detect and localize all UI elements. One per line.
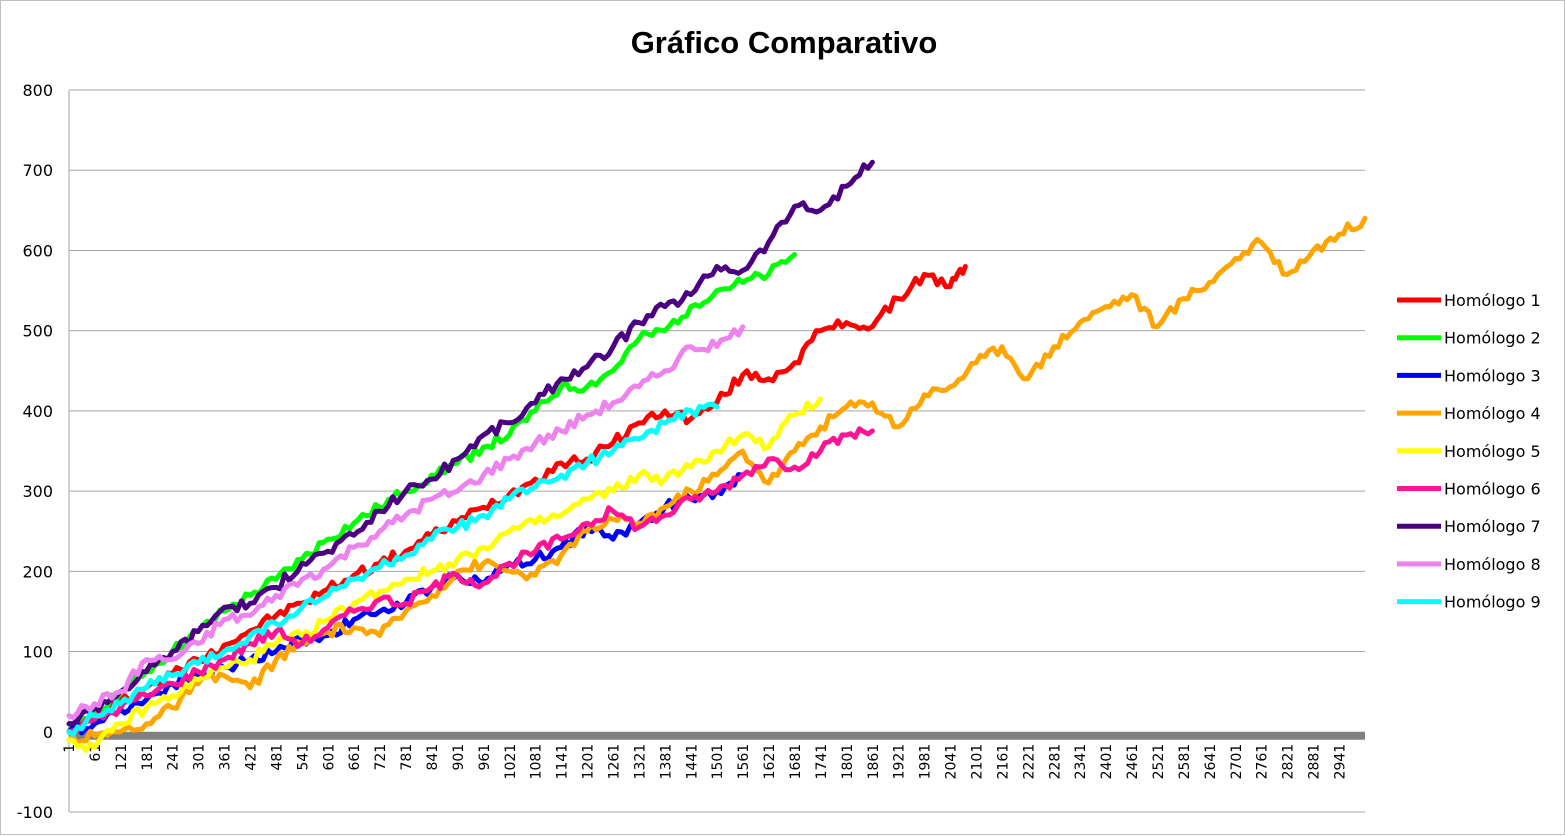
x-tick-label: 2341	[1073, 744, 1089, 780]
chart-title: Gráfico Comparativo	[631, 25, 938, 60]
x-tick-label: 1441	[684, 744, 700, 780]
x-tick-label: 2401	[1099, 744, 1115, 780]
x-tick-label: 1021	[503, 744, 519, 780]
legend-label-9: Homólogo 9	[1444, 593, 1541, 612]
legend-label-8: Homólogo 8	[1444, 555, 1541, 574]
x-tick-label: 2581	[1177, 744, 1193, 780]
x-tick-label: 841	[425, 744, 441, 771]
legend: Homólogo 1 Homólogo 2 Homólogo 3 Homólogo 4…	[1397, 291, 1541, 612]
x-tick-label: 361	[218, 744, 234, 771]
x-tick-label: 2281	[1047, 744, 1063, 780]
legend-label-7: Homólogo 7	[1444, 517, 1541, 536]
y-tick-label: 200	[22, 562, 53, 581]
y-tick-label: 700	[22, 161, 53, 180]
y-tick-label: 600	[22, 241, 53, 260]
x-tick-label: 901	[451, 744, 467, 771]
x-tick-label: 181	[140, 744, 156, 771]
series-line-6	[66, 426, 875, 735]
legend-label-5: Homólogo 5	[1444, 442, 1541, 461]
series-line-9	[66, 401, 720, 737]
x-tick-label: 1081	[529, 744, 545, 780]
x-tick-label: 2881	[1307, 744, 1323, 780]
series-line-4	[66, 215, 1368, 747]
x-tick-label: 2221	[1021, 744, 1037, 780]
x-tick-label: 1201	[581, 744, 597, 780]
x-tick-label: 1501	[710, 744, 726, 780]
x-tick-label: 2461	[1125, 744, 1141, 780]
x-tick-label: 541	[295, 744, 311, 771]
x-tick-label: 2941	[1333, 744, 1349, 780]
legend-label-3: Homólogo 3	[1444, 366, 1541, 385]
x-tick-label: 1	[62, 744, 78, 753]
x-tick-label: 781	[399, 744, 415, 771]
x-tick-label: 661	[347, 744, 363, 771]
legend-label-6: Homólogo 6	[1444, 480, 1541, 499]
y-tick-label: 300	[22, 482, 53, 501]
x-tick-label: 1381	[658, 744, 674, 780]
series-line-1	[66, 264, 968, 737]
x-tick-label: 1681	[788, 744, 804, 780]
x-tick-label: 481	[269, 744, 285, 771]
x-tick-label: 2761	[1255, 744, 1271, 780]
series-lines	[66, 159, 1368, 753]
y-tick-label: 100	[22, 643, 53, 662]
x-tick-label: 1141	[555, 744, 571, 780]
series-line-8	[66, 324, 746, 721]
x-tick-label: 241	[166, 744, 182, 771]
series-line-7	[66, 159, 875, 727]
x-tick-label: 1921	[892, 744, 908, 780]
x-tick-label: 2161	[995, 744, 1011, 780]
x-tick-label: 1261	[607, 744, 623, 780]
x-tick-label: 1981	[918, 744, 934, 780]
x-tick-label: 2701	[1229, 744, 1245, 780]
x-tick-label: 1861	[866, 744, 882, 780]
legend-label-2: Homólogo 2	[1444, 329, 1541, 348]
y-tick-label: 800	[22, 81, 53, 100]
x-tick-label: 2641	[1203, 744, 1219, 780]
x-tick-label: 1321	[632, 744, 648, 780]
y-tick-label: 400	[22, 402, 53, 421]
legend-label-1: Homólogo 1	[1444, 291, 1541, 310]
x-tick-label: 2041	[944, 744, 960, 780]
y-tick-label: 0	[43, 723, 53, 742]
x-tick-label: 301	[192, 744, 208, 771]
x-tick-label: 2521	[1151, 744, 1167, 780]
x-tick-label: 1621	[762, 744, 778, 780]
legend-label-4: Homólogo 4	[1444, 404, 1541, 423]
x-tick-label: 2821	[1281, 744, 1297, 780]
y-tick-label: -100	[17, 803, 53, 822]
x-tick-label: 421	[244, 744, 260, 771]
x-tick-label: 1801	[840, 744, 856, 780]
x-tick-label: 1741	[814, 744, 830, 780]
x-tick-label: 601	[321, 744, 337, 771]
x-tick-label: 121	[114, 744, 130, 771]
y-tick-label: 500	[22, 322, 53, 341]
x-tick-label: 721	[373, 744, 389, 771]
x-tick-label: 961	[477, 744, 493, 771]
x-tick-label: 1561	[736, 744, 752, 780]
x-tick-label: 2101	[970, 744, 986, 780]
series-line-5	[66, 396, 823, 753]
